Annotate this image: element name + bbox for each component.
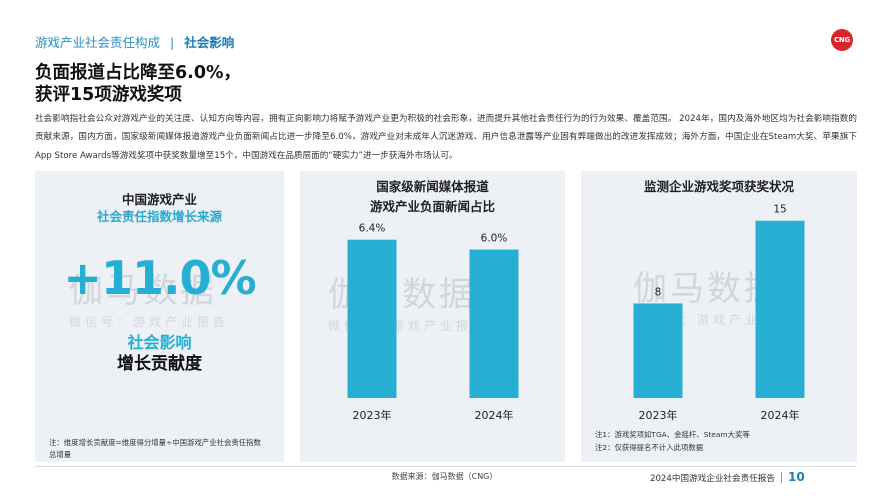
panel-title: 中国游戏产业 — [121, 192, 197, 207]
index-growth-panel: 伽马数据 微信号：游戏产业报告 中国游戏产业 社会责任指数增长来源 +11.0%… — [35, 171, 284, 462]
category-label-2: 2024年 — [475, 408, 514, 422]
breadcrumb-current: 社会影响 — [184, 35, 235, 50]
report-footer: 2024中国游戏企业社会责任报告 10 — [650, 470, 805, 484]
negative-news-bar-chart: 6.4% 2023年 6.0% 2024年 — [347, 223, 519, 422]
page-title: 负面报道占比降至6.0%， 获评15项游戏奖项 — [35, 62, 555, 106]
intro-paragraph: 社会影响指社会公众对游戏产业的关注度、认知方向等内容，拥有正向影响力将赋予游戏产… — [35, 114, 857, 161]
data-label-2: 15 — [773, 204, 786, 216]
panel-subtitle: 社会责任指数增长来源 — [96, 209, 222, 224]
growth-value: +11.0% — [63, 251, 256, 305]
page-title-line-1: 负面报道占比降至6.0%， — [35, 63, 242, 83]
panel-note: 注：维度增长贡献度=维度得分增量÷中国游戏产业社会责任指数总增量 — [49, 438, 261, 459]
contribution-label: 增长贡献度 — [117, 354, 202, 374]
report-title: 2024中国游戏企业社会责任报告 — [650, 474, 775, 484]
chart-note-1: 注1：游戏奖项如TGA、金摇杆、Steam大奖等 — [595, 430, 750, 439]
data-source: 数据来源：伽马数据（CNG） — [391, 472, 498, 481]
awards-bar-chart: 8 2023年 15 2024年 — [633, 204, 805, 422]
page-title-line-2: 获评15项游戏奖项 — [35, 85, 182, 105]
bar-1 — [633, 303, 683, 398]
breadcrumb-separator: | — [170, 35, 175, 50]
cng-logo: CNG — [831, 29, 853, 51]
data-label-1: 6.4% — [359, 223, 386, 235]
bar-2 — [469, 249, 519, 398]
negative-news-chart-panel: 伽马数据 微信号：游戏产业报告 国家级新闻媒体报道 游戏产业负面新闻占比 6.4… — [300, 171, 565, 462]
chart-title: 国家级新闻媒体报道 游戏产业负面新闻占比 — [369, 179, 495, 214]
page-number: 10 — [788, 470, 805, 484]
breadcrumb: 游戏产业社会责任构成 | 社会影响 — [35, 32, 234, 51]
chart-title: 监测企业游戏奖项获奖状况 — [643, 179, 794, 194]
footer-divider — [35, 466, 857, 467]
breadcrumb-section: 游戏产业社会责任构成 — [35, 35, 161, 50]
data-label-2: 6.0% — [481, 233, 508, 245]
data-label-1: 8 — [655, 286, 662, 298]
bar-1 — [347, 239, 397, 398]
dimension-label: 社会影响 — [127, 333, 192, 352]
category-label-1: 2023年 — [353, 408, 392, 422]
chart-note-2: 注2：仅获得提名不计入此项数据 — [595, 443, 704, 452]
category-label-1: 2023年 — [639, 408, 678, 422]
footer-separator — [781, 472, 782, 483]
watermark-wechat-text: 微信号：游戏产业报告 — [69, 315, 230, 329]
awards-chart-panel: 伽马数据 微信号：游戏产业报告 监测企业游戏奖项获奖状况 8 2023年 15 202… — [581, 171, 857, 462]
category-label-2: 2024年 — [761, 408, 800, 422]
bar-2 — [755, 220, 805, 398]
